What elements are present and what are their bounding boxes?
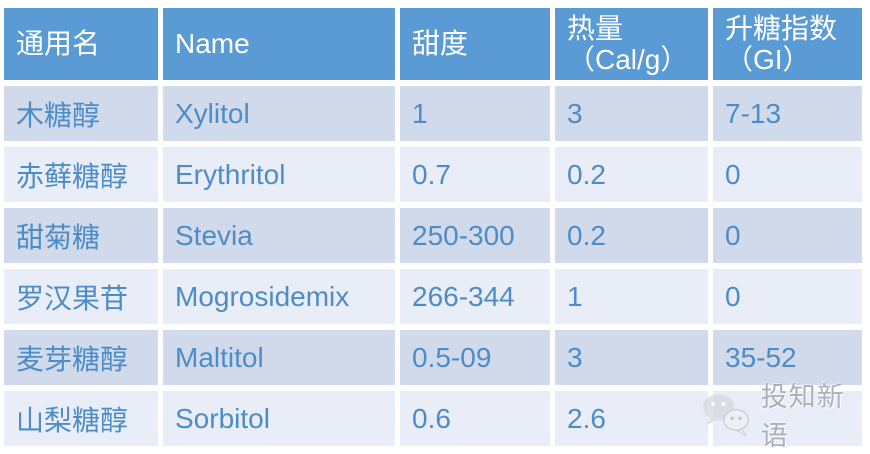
table-cell: Mogrosidemix bbox=[163, 269, 395, 324]
table-cell: 0.7 bbox=[400, 147, 550, 202]
header-sub-label: （Cal/g） bbox=[567, 44, 689, 75]
table-cell: 山梨糖醇 bbox=[4, 391, 158, 446]
table-cell: Erythritol bbox=[163, 147, 395, 202]
table-cell: 1 bbox=[555, 269, 708, 324]
table-cell: 1 bbox=[400, 86, 550, 141]
table-cell: 266-344 bbox=[400, 269, 550, 324]
table-cell: 麦芽糖醇 bbox=[4, 330, 158, 385]
table-cell: 2.6 bbox=[555, 391, 708, 446]
header-cell-calories: 热量 （Cal/g） bbox=[555, 8, 708, 80]
table-cell: 250-300 bbox=[400, 208, 550, 263]
header-cell-sweetness: 甜度 bbox=[400, 8, 550, 80]
table-cell: 0.5-09 bbox=[400, 330, 550, 385]
table-cell: 0.2 bbox=[555, 208, 708, 263]
header-cell-gi: 升糖指数 （GI） bbox=[713, 8, 862, 80]
table-cell: 0.6 bbox=[400, 391, 550, 446]
table-cell: Maltitol bbox=[163, 330, 395, 385]
table-cell bbox=[713, 391, 862, 446]
header-cell-name: Name bbox=[163, 8, 395, 80]
table-cell: 3 bbox=[555, 86, 708, 141]
table-cell: 0 bbox=[713, 269, 862, 324]
table-cell: 0 bbox=[713, 147, 862, 202]
table-cell: 35-52 bbox=[713, 330, 862, 385]
table-cell: Xylitol bbox=[163, 86, 395, 141]
header-sub-label: （GI） bbox=[725, 44, 811, 75]
table-cell: Sorbitol bbox=[163, 391, 395, 446]
header-label: 通用名 bbox=[16, 28, 101, 60]
table-cell: 赤藓糖醇 bbox=[4, 147, 158, 202]
header-label: Name bbox=[175, 28, 250, 60]
table-cell: 罗汉果苷 bbox=[4, 269, 158, 324]
table-cell: 0.2 bbox=[555, 147, 708, 202]
table-cell: 木糖醇 bbox=[4, 86, 158, 141]
header-label: 升糖指数 bbox=[725, 12, 838, 44]
table-cell: 甜菊糖 bbox=[4, 208, 158, 263]
header-cell-common-name: 通用名 bbox=[4, 8, 158, 80]
table-cell: 3 bbox=[555, 330, 708, 385]
header-label: 甜度 bbox=[412, 28, 469, 60]
header-label: 热量 bbox=[567, 12, 624, 44]
table-cell: 7-13 bbox=[713, 86, 862, 141]
sweetener-table: 通用名 Name 甜度 热量 （Cal/g） 升糖指数 （GI） 木糖醇 Xyl… bbox=[4, 8, 862, 446]
table-cell: 0 bbox=[713, 208, 862, 263]
table-cell: Stevia bbox=[163, 208, 395, 263]
